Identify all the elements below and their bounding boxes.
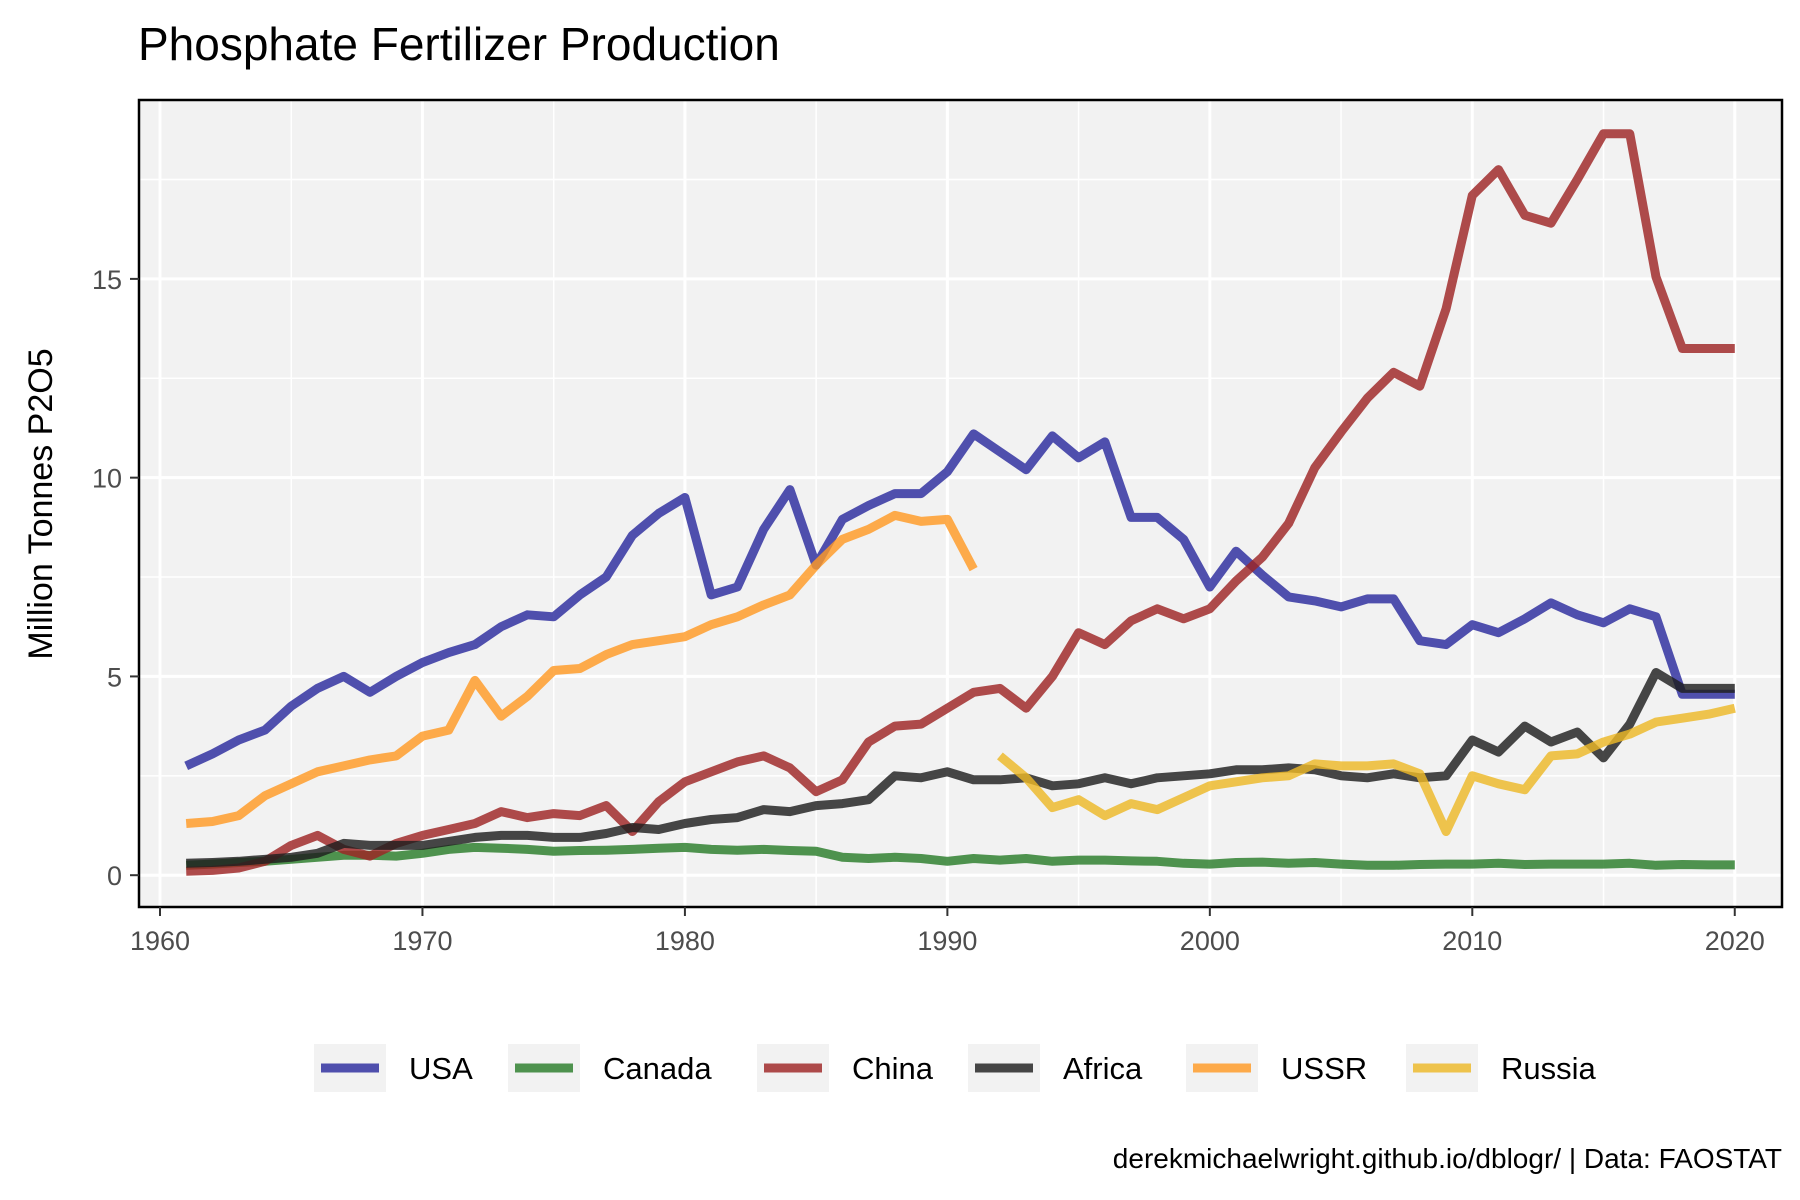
x-tick-label: 1980 [655, 926, 715, 956]
legend: USA Canada China Africa USSR Russia [314, 1044, 1597, 1092]
legend-item-africa: Africa [968, 1044, 1143, 1092]
x-tick-label: 1960 [130, 926, 190, 956]
series-line-china [186, 129, 1735, 876]
series-line-africa [186, 668, 1735, 868]
chart-title: Phosphate Fertilizer Production [138, 18, 780, 70]
series-line-usa [184, 429, 1735, 770]
y-tick-label: 0 [107, 861, 122, 891]
legend-item-canada: Canada [508, 1044, 712, 1092]
y-tick-label: 15 [92, 265, 122, 295]
series-line-canada [185, 842, 1735, 870]
y-tick-label: 10 [92, 464, 122, 494]
x-tick-label: 1970 [392, 926, 452, 956]
y-tick-label: 5 [107, 662, 122, 692]
legend-item-russia: Russia [1406, 1044, 1597, 1092]
x-tick-label: 1990 [917, 926, 977, 956]
plot-border [137, 98, 1784, 909]
legend-item-ussr: USSR [1186, 1044, 1367, 1092]
legend-label: USA [409, 1051, 473, 1086]
legend-label: USSR [1281, 1051, 1367, 1086]
x-tick-label: 2010 [1442, 926, 1502, 956]
x-tick-label: 2020 [1705, 926, 1765, 956]
series-line-russia [997, 703, 1736, 836]
series-line-ussr [185, 510, 978, 828]
legend-item-usa: USA [314, 1044, 473, 1092]
x-tick-label: 2000 [1180, 926, 1240, 956]
legend-label: China [852, 1051, 934, 1086]
legend-item-china: China [757, 1044, 934, 1092]
caption: derekmichaelwright.github.io/dblogr/ | D… [1113, 1143, 1782, 1174]
series-lines [184, 129, 1736, 876]
legend-label: Canada [603, 1051, 712, 1086]
legend-label: Africa [1063, 1051, 1143, 1086]
legend-label: Russia [1501, 1051, 1597, 1086]
y-axis-label: Million Tonnes P2O5 [22, 348, 60, 659]
axes: 1960 1970 1980 1990 2000 2010 2020 0 5 10 15 [92, 265, 1765, 956]
grid-lines [139, 100, 1782, 907]
